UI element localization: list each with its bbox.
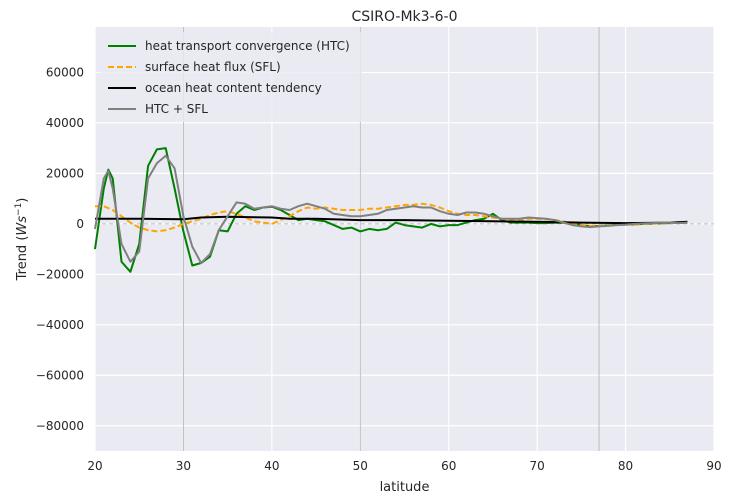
x-tick-label: 50: [353, 459, 368, 473]
series-line-3: [94, 154, 688, 264]
series-lines: [94, 147, 688, 273]
legend: heat transport convergence (HTC) surface…: [100, 32, 362, 122]
y-axis-label-unit: Ws: [15, 216, 30, 236]
x-axis-label: latitude: [380, 480, 430, 495]
x-tick-label: 80: [618, 459, 633, 473]
chart-title: CSIRO-Mk3-6-0: [352, 9, 458, 25]
y-axis-label-suffix: ): [15, 198, 30, 203]
legend-label-htc: heat transport convergence (HTC): [145, 39, 350, 53]
series-line-2: [95, 215, 688, 225]
y-axis-label-exponent: −1: [14, 203, 24, 216]
y-tick-label: 0: [76, 217, 84, 231]
legend-label-htc-sfl: HTC + SFL: [145, 102, 208, 116]
y-tick-label: 40000: [46, 116, 84, 130]
y-tick-label: −60000: [36, 368, 84, 382]
y-tick-label: −80000: [36, 419, 84, 433]
x-tick-label: 70: [530, 459, 545, 473]
x-tick-label: 90: [706, 459, 721, 473]
x-tick-labels: 20 30 40 50 60 70 80 90: [87, 459, 721, 473]
y-tick-label: −40000: [36, 318, 84, 332]
x-tick-label: 30: [176, 459, 191, 473]
x-tick-label: 60: [441, 459, 456, 473]
y-tick-labels: −80000 −60000 −40000 −20000 0 20000 40000 60000: [36, 65, 84, 432]
y-tick-label: −20000: [36, 267, 84, 281]
y-axis-label-prefix: Trend (: [15, 236, 30, 282]
legend-label-ohct: ocean heat content tendency: [145, 81, 322, 95]
legend-box: [100, 32, 362, 122]
y-tick-label: 60000: [46, 65, 84, 79]
x-tick-label: 20: [87, 459, 102, 473]
legend-label-sfl: surface heat flux (SFL): [145, 60, 281, 74]
x-tick-label: 40: [264, 459, 279, 473]
y-axis-label: Trend (Ws−1): [14, 198, 30, 282]
y-tick-label: 20000: [46, 166, 84, 180]
